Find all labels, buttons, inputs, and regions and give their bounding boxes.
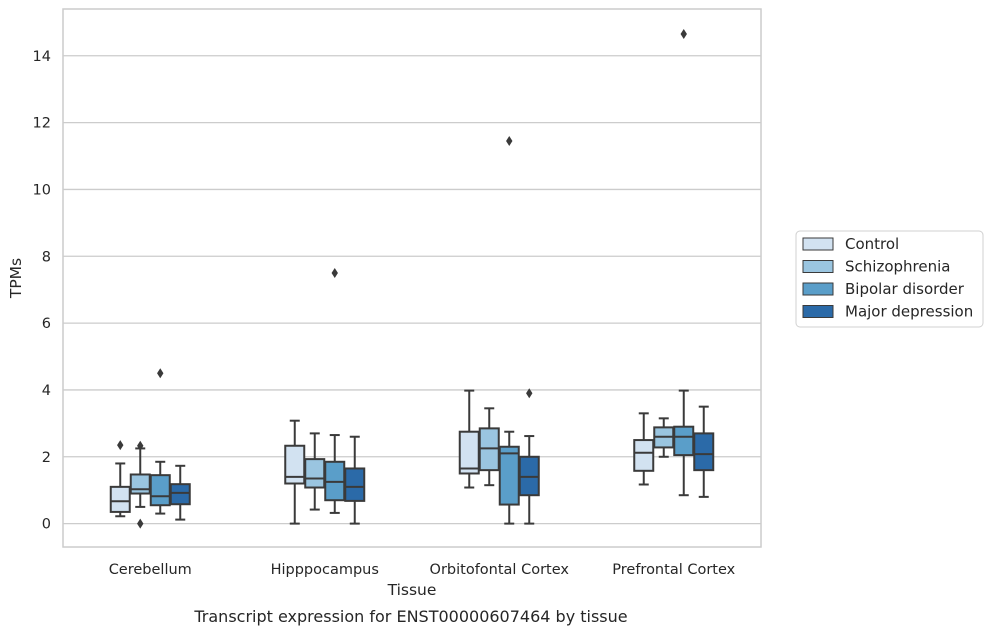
legend-frame bbox=[795, 230, 984, 328]
box bbox=[109, 485, 131, 513]
y-tick-label: 12 bbox=[33, 116, 51, 132]
outlier-marker bbox=[680, 29, 687, 40]
y-tick-label: 0 bbox=[42, 517, 51, 533]
outlier-marker bbox=[137, 440, 144, 451]
y-tick-label: 8 bbox=[42, 249, 51, 265]
legend-swatch bbox=[802, 282, 834, 296]
x-tick-label: Hipppocampus bbox=[271, 562, 379, 578]
y-tick-label: 14 bbox=[33, 49, 51, 65]
box-group bbox=[478, 407, 500, 487]
box-group bbox=[458, 389, 480, 489]
box-group bbox=[633, 412, 655, 486]
x-tick-label: Prefrontal Cortex bbox=[612, 562, 735, 578]
box bbox=[498, 445, 520, 506]
legend-label: Major depression bbox=[845, 303, 973, 321]
x-axis-ticks: Cerebellum Hipppocampus Orbitofontal Corte… bbox=[109, 562, 736, 578]
box-group bbox=[344, 435, 366, 525]
y-tick-label: 6 bbox=[42, 316, 51, 332]
outlier-marker bbox=[137, 518, 144, 529]
y-tick-label: 4 bbox=[42, 383, 51, 399]
x-tick-label: Cerebellum bbox=[109, 562, 192, 578]
x-axis-label: Tissue bbox=[387, 581, 437, 599]
box-group bbox=[129, 440, 151, 529]
legend: Control Schizophrenia Bipolar disorder Majo… bbox=[795, 230, 984, 328]
box-group bbox=[284, 419, 306, 525]
legend-swatch bbox=[802, 260, 834, 273]
y-tick-label: 10 bbox=[33, 182, 51, 198]
plot-frame bbox=[62, 8, 762, 548]
box-group bbox=[498, 135, 520, 525]
box bbox=[458, 430, 480, 475]
outlier-marker bbox=[117, 440, 124, 451]
y-tick-label: 2 bbox=[42, 450, 51, 466]
outlier-marker bbox=[331, 267, 338, 278]
box-group bbox=[653, 417, 675, 458]
legend-label: Schizophrenia bbox=[845, 258, 950, 276]
box-group bbox=[693, 405, 715, 498]
box bbox=[129, 473, 151, 495]
outlier-marker bbox=[157, 368, 164, 379]
legend-swatch bbox=[802, 305, 834, 318]
box bbox=[304, 458, 326, 489]
legend-swatch bbox=[802, 237, 834, 251]
x-tick-label: Orbitofontal Cortex bbox=[430, 562, 570, 578]
chart-caption: Transcript expression for ENST0000060746… bbox=[193, 607, 627, 626]
box-group bbox=[673, 29, 695, 497]
y-axis-ticks: 0 2 4 6 8 10 12 14 bbox=[33, 49, 51, 533]
outlier-marker bbox=[526, 388, 533, 399]
box-group bbox=[518, 388, 540, 525]
box bbox=[673, 425, 695, 457]
box-group bbox=[169, 464, 191, 521]
legend-label: Bipolar disorder bbox=[845, 280, 965, 298]
box bbox=[149, 474, 171, 507]
legend-label: Control bbox=[845, 235, 899, 253]
box-group bbox=[304, 432, 326, 511]
box bbox=[633, 439, 655, 472]
gridlines bbox=[63, 55, 761, 525]
box-series bbox=[109, 29, 715, 529]
box bbox=[169, 483, 191, 506]
box bbox=[344, 467, 366, 502]
box bbox=[284, 444, 306, 485]
box-group bbox=[109, 440, 131, 518]
box bbox=[693, 432, 715, 472]
y-axis-label: TPMs bbox=[7, 258, 25, 299]
outlier-marker bbox=[506, 135, 513, 146]
